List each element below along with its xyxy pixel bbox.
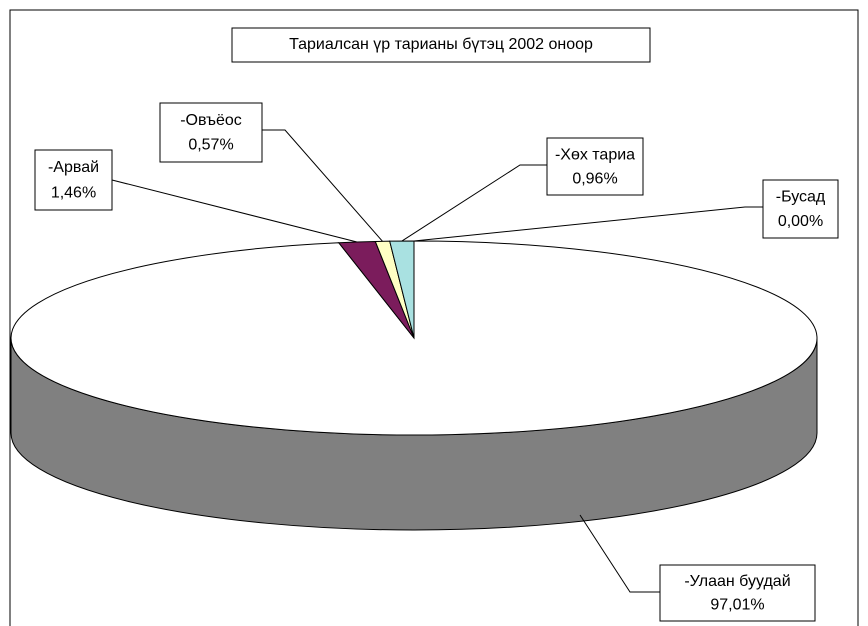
category-label: -Бусад	[776, 189, 826, 206]
category-label: -Арвай	[48, 159, 99, 176]
category-label: -Овъёос	[180, 112, 242, 129]
value-label: 1,46%	[51, 184, 96, 201]
label-box	[159, 102, 263, 163]
leader-line	[413, 206, 763, 242]
label-box	[34, 149, 113, 211]
category-label: -Хөх тариа	[555, 146, 635, 163]
leader-line	[579, 514, 660, 593]
category-label: -Улаан буудай	[684, 573, 790, 590]
chart-title: Тариалсан үр тарианы бүтэц 2002 оноор	[289, 36, 593, 53]
label-box	[546, 137, 644, 196]
value-label: 0,00%	[778, 213, 823, 230]
slice	[389, 240, 415, 339]
label-box	[762, 179, 839, 239]
pie	[10, 240, 818, 531]
value-label: 0,57%	[188, 137, 233, 154]
value-label: 0,96%	[572, 170, 617, 187]
title-box	[231, 27, 651, 63]
leader-line	[262, 129, 383, 242]
labels: -Улаан буудай 97,01% -Арвай 1,46% -Овъёос 0,5…	[34, 102, 839, 622]
leader-line	[111, 179, 358, 243]
leader-line	[401, 164, 547, 242]
label-box	[659, 564, 816, 622]
value-label: 97,01%	[710, 597, 764, 614]
chart-border	[9, 9, 859, 626]
